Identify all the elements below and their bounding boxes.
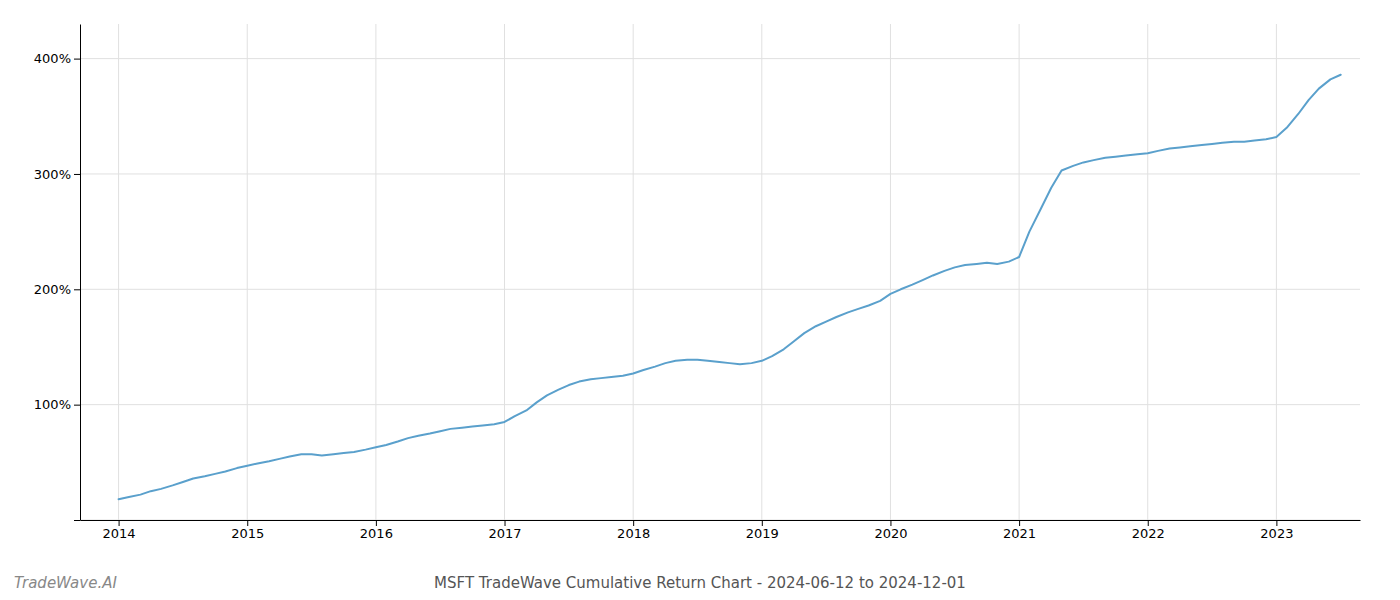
- x-axis-tick-mark: [633, 520, 634, 526]
- x-grid-line: [375, 24, 376, 520]
- x-axis-tick-label: 2016: [360, 526, 393, 541]
- x-axis-tick-label: 2023: [1260, 526, 1293, 541]
- x-axis-tick-label: 2014: [103, 526, 136, 541]
- x-axis-tick: 2014: [103, 520, 136, 541]
- x-axis-tick-mark: [1148, 520, 1149, 526]
- texts: MSFT TradeWave Cumulative Return Chart -…: [14, 574, 966, 592]
- x-grid-line: [633, 24, 634, 520]
- x-grid-line: [1276, 24, 1277, 520]
- x-grid-line: [504, 24, 505, 520]
- x-axis-tick: 2016: [360, 520, 393, 541]
- y-axis-tick-mark: [74, 59, 80, 60]
- x-axis-tick-mark: [1276, 520, 1277, 526]
- x-grid-line: [118, 24, 119, 520]
- marks: [119, 75, 1341, 499]
- y-axis-tick-label: 200%: [34, 282, 71, 297]
- y-axis-line: [80, 25, 81, 521]
- y-axis-tick: 100%: [34, 397, 80, 412]
- x-axis-tick-mark: [890, 520, 891, 526]
- x-axis-tick: 2022: [1132, 520, 1165, 541]
- y-axis-tick: 300%: [34, 167, 80, 182]
- x-axis-tick: 2023: [1260, 520, 1293, 541]
- y-axis-tick-mark: [74, 289, 80, 290]
- x-grid-line: [890, 24, 891, 520]
- y-grid-line: [80, 404, 1360, 405]
- x-axis-tick-mark: [119, 520, 120, 526]
- y-axis-tick-label: 400%: [34, 51, 71, 66]
- x-grid-line: [247, 24, 248, 520]
- x-axis-tick-mark: [505, 520, 506, 526]
- x-axis-tick-label: 2015: [231, 526, 264, 541]
- x-grid-line: [761, 24, 762, 520]
- plot-area: 2014 2015 2016 2017 2018 2019 2020 2021 2022 2023…: [34, 24, 1361, 541]
- y-axis-tick: 200%: [34, 282, 80, 297]
- x-grid-line: [1147, 24, 1148, 520]
- y-grid-line: [80, 58, 1360, 59]
- x-axis-tick-mark: [247, 520, 248, 526]
- annotation: TradeWave.AI: [14, 574, 117, 592]
- y-axis-tick-mark: [74, 174, 80, 175]
- x-axis: 2014 2015 2016 2017 2018 2019 2020 2021 2022 2023: [81, 520, 1361, 541]
- y-axis-tick: [74, 520, 80, 521]
- y-axis-tick-mark: [74, 405, 80, 406]
- x-axis-line: [81, 520, 1361, 521]
- x-grid-line: [1019, 24, 1020, 520]
- y-axis-tick-mark: [74, 520, 80, 521]
- x-axis-tick-label: 2021: [1003, 526, 1036, 541]
- y-axis-tick-label: 100%: [34, 397, 71, 412]
- line: [119, 75, 1341, 499]
- grid: [80, 24, 1360, 520]
- title: MSFT TradeWave Cumulative Return Chart -…: [434, 574, 966, 592]
- x-axis-tick-label: 2017: [488, 526, 521, 541]
- x-axis-tick: 2018: [617, 520, 650, 541]
- y-grid-line: [80, 520, 1360, 521]
- y-axis-tick: 400%: [34, 51, 80, 66]
- x-axis-tick-label: 2020: [874, 526, 907, 541]
- x-axis-tick-label: 2022: [1132, 526, 1165, 541]
- x-axis-tick: 2015: [231, 520, 264, 541]
- y-grid-line: [80, 173, 1360, 174]
- x-axis-tick: 2020: [874, 520, 907, 541]
- x-axis-tick-mark: [376, 520, 377, 526]
- x-axis-tick-mark: [1019, 520, 1020, 526]
- y-axis-tick-label: 300%: [34, 167, 71, 182]
- x-axis-tick-mark: [762, 520, 763, 526]
- y-axis: 100% 200% 300% 400%: [34, 25, 81, 521]
- x-axis-tick: 2019: [746, 520, 779, 541]
- x-axis-tick: 2017: [488, 520, 521, 541]
- x-axis-tick-label: 2018: [617, 526, 650, 541]
- x-axis-tick-label: 2019: [746, 526, 779, 541]
- chart: 2014 2015 2016 2017 2018 2019 2020 2021 2022 2023…: [0, 0, 1400, 600]
- y-grid-line: [80, 289, 1360, 290]
- x-axis-tick: 2021: [1003, 520, 1036, 541]
